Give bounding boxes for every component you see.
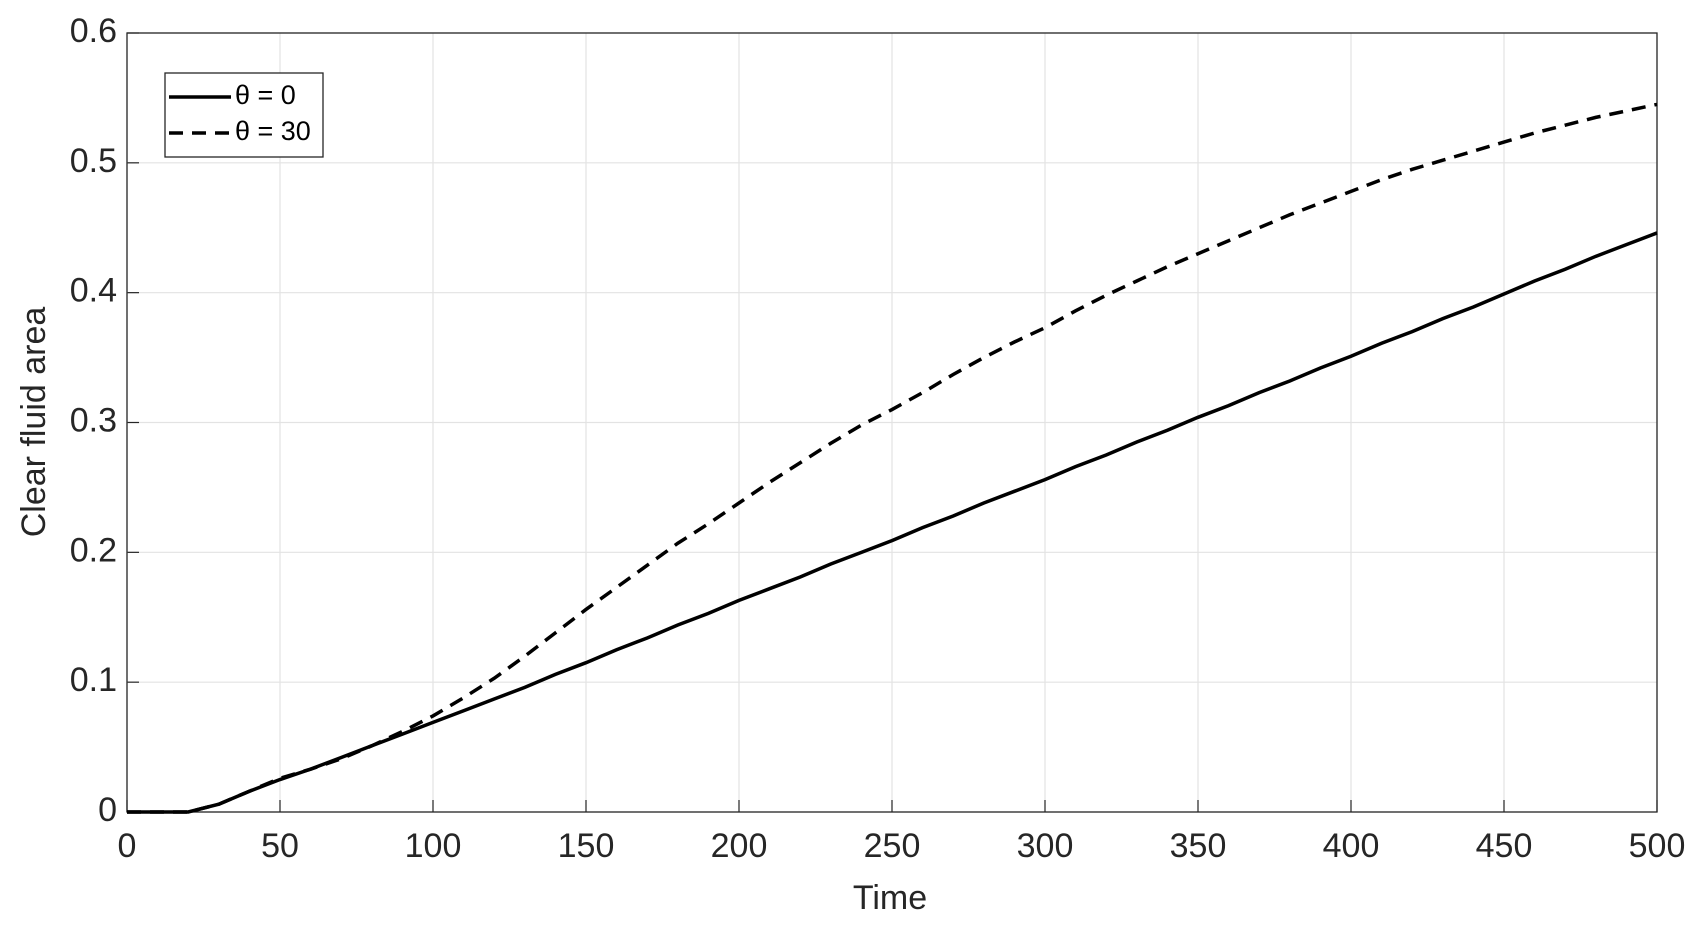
x-tick-label: 500 [1629, 827, 1686, 865]
series-line [127, 231, 1658, 814]
x-tick-label: 0 [118, 827, 137, 865]
x-tick-label: 400 [1323, 827, 1380, 865]
legend-label: θ = 0 [235, 80, 296, 110]
y-tick-label: 0 [98, 791, 117, 829]
x-tick-label: 200 [711, 827, 768, 865]
y-axis-label: Clear fluid area [15, 307, 53, 538]
legend-label: θ = 30 [235, 116, 311, 146]
y-tick-label: 0.1 [70, 661, 117, 699]
legend-box [164, 72, 324, 158]
x-tick-label: 250 [864, 827, 921, 865]
plot-frame [126, 32, 1658, 813]
x-tick-label: 350 [1170, 827, 1227, 865]
y-tick-label: 0.5 [70, 142, 117, 180]
x-tick-label: 450 [1476, 827, 1533, 865]
x-tick-label: 100 [405, 827, 462, 865]
series-line [127, 102, 1658, 814]
x-tick-label: 300 [1017, 827, 1074, 865]
x-tick-label: 150 [558, 827, 615, 865]
y-tick-label: 0.6 [70, 12, 117, 50]
x-tick-label: 50 [261, 827, 299, 865]
x-axis-label: Time [853, 879, 927, 917]
y-tick-label: 0.2 [70, 531, 117, 569]
y-tick-label: 0.4 [70, 272, 117, 310]
y-tick-label: 0.3 [70, 401, 117, 439]
